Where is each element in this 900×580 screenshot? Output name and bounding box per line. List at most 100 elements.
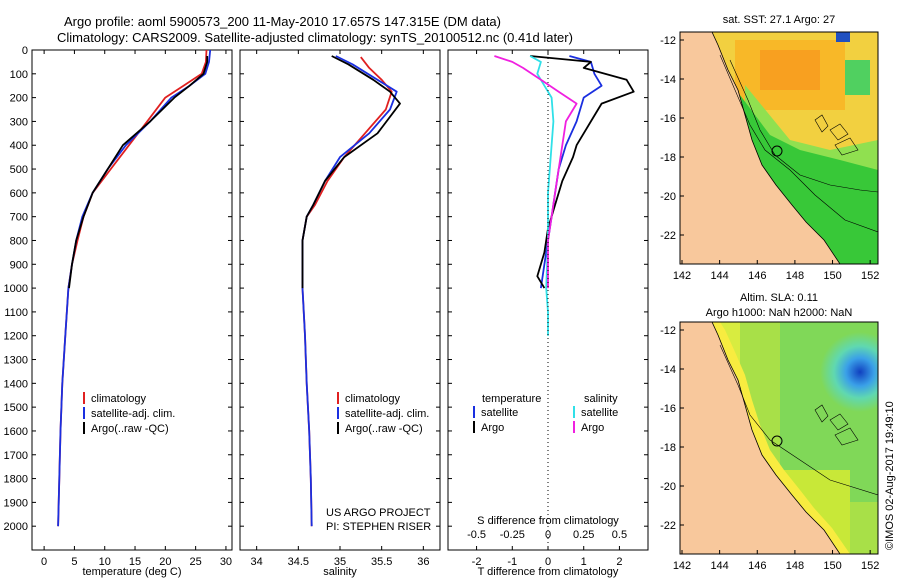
- y-tick-label: 1800: [4, 474, 28, 486]
- x2-tick-label: -0.25: [500, 529, 525, 541]
- map-y-tick-label: -20: [660, 191, 676, 203]
- map-y-tick-label: -14: [660, 74, 676, 86]
- temperature-x-label: temperature (deg C): [82, 566, 181, 578]
- sst-reef: [814, 114, 859, 156]
- legend-label-s-satellite: satellite: [581, 407, 618, 419]
- legend-label-climatology: climatology: [345, 393, 401, 405]
- salinity-x-label: salinity: [323, 566, 357, 578]
- salinity-chart: 34 34.5 35 35.5 36: [240, 49, 440, 568]
- sla-map: [680, 322, 878, 554]
- y-tick-label: 800: [10, 235, 28, 247]
- y-tick-label: 500: [10, 164, 28, 176]
- map-y-tick-label: -12: [660, 35, 676, 47]
- sla-map-ticks: 142 144 146 148 150 152 -12 -14 -16 -18 -20 -22: [660, 325, 879, 572]
- y-tick-label: 300: [10, 116, 28, 128]
- x2-tick-label: 0.5: [612, 529, 627, 541]
- salinity-plot-frame: [239, 49, 441, 551]
- figure-title-line1: Argo profile: aoml 5900573_200 11-May-20…: [64, 14, 501, 29]
- y-tick-label: 1400: [4, 378, 28, 390]
- legend-label-argo: Argo(..raw -QC): [91, 423, 169, 435]
- map-x-tick-label: 142: [673, 560, 691, 572]
- map-y-tick-label: -12: [660, 325, 676, 337]
- sst-warm-patch: [760, 50, 820, 90]
- sst-argo-location: [771, 145, 783, 157]
- legend-heading-temperature: temperature: [482, 393, 541, 405]
- sst-depth-contour: [719, 54, 878, 233]
- x-tick-label: 34: [251, 556, 263, 568]
- map-x-tick-label: 152: [861, 270, 879, 282]
- x-tick-label: 35: [334, 556, 346, 568]
- legend-label-argo: Argo(..raw -QC): [345, 423, 423, 435]
- pi-credit: PI: STEPHEN RISER: [326, 521, 431, 533]
- map-x-tick-label: 150: [823, 270, 841, 282]
- sla-land: [680, 322, 840, 554]
- legend-label-satellite: satellite-adj. clim.: [345, 408, 429, 420]
- y-tick-label: 400: [10, 140, 28, 152]
- sla-map-frame: [679, 321, 879, 555]
- y-tick-label: 0: [22, 45, 28, 57]
- series-line: [57, 49, 208, 527]
- sst-land: [680, 32, 840, 264]
- x-tick-label: 30: [220, 556, 232, 568]
- sst-map-ticks: 142 144 146 148 150 152 -12 -14 -16 -18 -20 -22: [660, 35, 879, 282]
- legend-label-s-argo: Argo: [581, 422, 604, 434]
- x-tick-label: 20: [159, 556, 171, 568]
- map-x-tick-label: 148: [786, 560, 804, 572]
- x-tick-label: 5: [71, 556, 77, 568]
- sst-cool-patch: [845, 60, 870, 95]
- sst-map-title: sat. SST: 27.1 Argo: 27: [722, 14, 836, 26]
- x-tick-label: 10: [99, 556, 111, 568]
- sst-cool-band: [740, 95, 878, 264]
- map-y-tick-label: -22: [660, 520, 676, 532]
- sst-cold-spot: [836, 32, 850, 42]
- sla-depth-contour: [719, 344, 878, 496]
- map-x-tick-label: 142: [673, 270, 691, 282]
- map-y-tick-label: -18: [660, 442, 676, 454]
- y-tick-label: 1900: [4, 497, 28, 509]
- series-line: [530, 55, 635, 289]
- map-x-tick-label: 146: [748, 560, 766, 572]
- sla-reef: [814, 404, 859, 446]
- sla-argo-location: [771, 435, 783, 447]
- y-tick-label: 1200: [4, 331, 28, 343]
- map-y-tick-label: -14: [660, 364, 676, 376]
- sst-map-frame: [679, 31, 879, 265]
- legend-label-satellite: satellite-adj. clim.: [91, 408, 175, 420]
- series-line: [301, 56, 393, 527]
- x-tick-label: 0: [545, 556, 551, 568]
- project-credit: US ARGO PROJECT: [326, 507, 431, 519]
- map-y-tick-label: -18: [660, 152, 676, 164]
- sla-coastline: [711, 322, 841, 554]
- series-line: [494, 55, 578, 289]
- y-tick-label: 700: [10, 212, 28, 224]
- y-tick-label: 1700: [4, 450, 28, 462]
- map-y-tick-label: -16: [660, 403, 676, 415]
- map-x-tick-label: 144: [710, 560, 728, 572]
- legend-label-t-argo: Argo: [481, 422, 504, 434]
- difference-legend: temperature salinity satellite Argo sate…: [473, 393, 618, 434]
- y-tick-label: 1500: [4, 402, 28, 414]
- y-tick-label: 200: [10, 93, 28, 105]
- y-tick-label: 100: [10, 69, 28, 81]
- series-line: [68, 56, 209, 289]
- salinity-legend: climatology satellite-adj. clim. Argo(..…: [337, 392, 429, 435]
- x-tick-label: 15: [129, 556, 141, 568]
- difference-x2-label: S difference from climatology: [477, 515, 619, 527]
- x-tick-label: 1: [581, 556, 587, 568]
- series-line: [529, 55, 555, 336]
- sla-map-title-line1: Altim. SLA: 0.11: [739, 292, 819, 304]
- temperature-plot-frame: [31, 49, 233, 551]
- y-tick-label: 1100: [4, 307, 28, 319]
- sla-map-title-line2: Argo h1000: NaN h2000: NaN: [705, 307, 853, 319]
- x-tick-label: 25: [190, 556, 202, 568]
- x-tick-label: 36: [417, 556, 429, 568]
- x-tick-label: 2: [616, 556, 622, 568]
- map-y-tick-label: -22: [660, 230, 676, 242]
- x-tick-label: -1: [507, 556, 517, 568]
- temperature-legend: climatology satellite-adj. clim. Argo(..…: [83, 392, 175, 435]
- map-y-tick-label: -16: [660, 113, 676, 125]
- sla-shelf: [712, 322, 850, 554]
- series-line: [301, 55, 401, 289]
